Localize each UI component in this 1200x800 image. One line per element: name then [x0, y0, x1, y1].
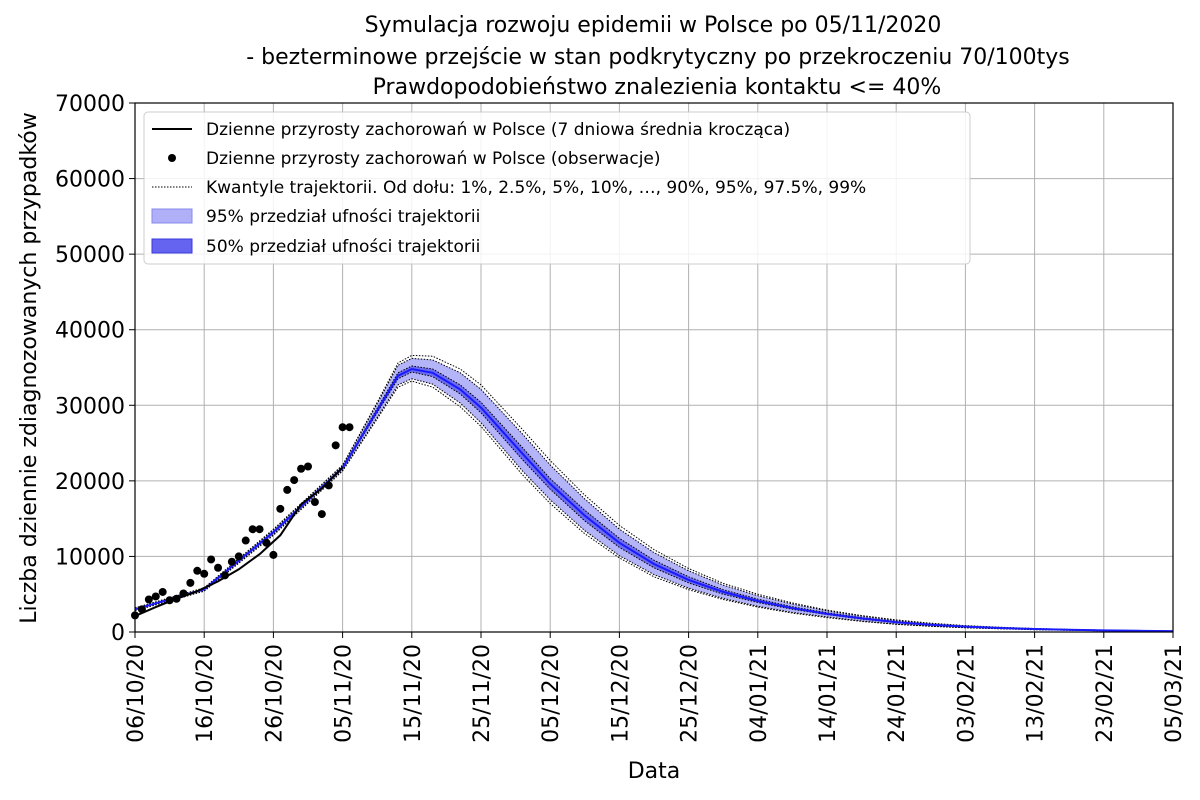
- observation-point: [234, 552, 243, 561]
- x-tick-label: 15/11/20: [401, 644, 426, 743]
- observation-point: [200, 569, 209, 578]
- observation-point: [172, 594, 181, 603]
- observation-points: [131, 423, 354, 620]
- legend-swatch-ci50: [151, 238, 193, 254]
- observation-point: [345, 423, 354, 432]
- y-tick-label: 50000: [55, 243, 125, 268]
- observation-point: [151, 592, 160, 601]
- observation-point: [241, 536, 250, 545]
- legend-label-quantiles: Kwantyle trajektorii. Od dołu: 1%, 2.5%,…: [206, 178, 866, 198]
- plot-frame: [134, 102, 1174, 633]
- observation-point: [304, 462, 312, 471]
- observation-point: [255, 525, 264, 534]
- x-tick-label: 05/12/20: [539, 644, 564, 743]
- observation-point: [269, 550, 278, 559]
- observation-point: [220, 571, 229, 580]
- observation-point: [193, 566, 202, 575]
- median-line: [134, 367, 1174, 633]
- observation-point: [186, 578, 195, 587]
- y-tick-label: 10000: [55, 545, 125, 570]
- chart-title-line-3: Prawdopodobieństwo znalezienia kontaktu …: [373, 75, 942, 100]
- y-axis: 0 10000 20000 30000 40000 50000 60000 70000: [55, 92, 135, 646]
- y-tick-label: 40000: [55, 319, 125, 344]
- observation-point: [317, 510, 326, 519]
- y-tick-label: 70000: [55, 92, 125, 117]
- quantile-line-q25: [134, 371, 1174, 632]
- observation-point: [338, 423, 347, 432]
- x-tick-label: 26/10/20: [262, 644, 287, 743]
- observation-point: [331, 441, 340, 450]
- y-tick-label: 20000: [55, 470, 125, 495]
- x-axis: 06/10/20 16/10/20 26/10/20 05/11/20 15/11/20…: [124, 632, 1187, 743]
- observation-point: [179, 589, 188, 598]
- observation-point: [324, 481, 333, 490]
- observation-point: [207, 555, 216, 564]
- observation-point: [283, 485, 292, 494]
- x-tick-label: 05/03/21: [1162, 644, 1187, 743]
- legend-swatch-observations: [168, 154, 176, 162]
- y-axis-label: Liczba dziennie zdiagnozowanych przypadk…: [17, 112, 42, 624]
- x-tick-label: 16/10/20: [193, 644, 218, 743]
- y-tick-label: 30000: [55, 394, 125, 419]
- legend-label-moving-average: Dzienne przyrosty zachorowań w Polsce (7…: [206, 120, 790, 140]
- legend-label-ci50: 50% przedział ufności trajektorii: [206, 237, 480, 257]
- observation-point: [262, 538, 271, 547]
- observation-point: [297, 464, 306, 473]
- legend-swatch-ci95: [151, 208, 193, 224]
- chart-title-line-2: - bezterminowe przejście w stan podkryty…: [246, 45, 1070, 70]
- x-tick-label: 04/01/21: [747, 644, 772, 743]
- x-axis-label: Data: [628, 759, 681, 784]
- legend-label-ci95: 95% przedział ufności trajektorii: [206, 207, 480, 227]
- x-tick-label: 03/02/21: [954, 644, 979, 743]
- quantile-lines: [134, 354, 1174, 632]
- observation-point: [165, 596, 174, 605]
- x-tick-label: 25/12/20: [678, 644, 703, 743]
- observation-point: [158, 587, 167, 596]
- y-tick-label: 60000: [55, 168, 125, 193]
- x-tick-label: 06/10/20: [124, 644, 149, 743]
- x-tick-label: 23/02/21: [1093, 644, 1118, 743]
- quantile-line-q975: [134, 357, 1174, 632]
- x-tick-label: 14/01/21: [816, 644, 841, 743]
- observation-point: [248, 525, 257, 534]
- x-tick-label: 24/01/21: [885, 644, 910, 743]
- legend-box: [143, 111, 971, 265]
- observation-point: [227, 557, 236, 566]
- observation-point: [310, 498, 319, 507]
- observation-point: [214, 563, 223, 572]
- legend-label-observations: Dzienne przyrosty zachorowań w Polsce (o…: [206, 149, 661, 169]
- median-trajectory: [134, 367, 1174, 633]
- x-tick-label: 13/02/21: [1024, 644, 1049, 743]
- x-tick-label: 15/12/20: [608, 644, 633, 743]
- observation-point: [144, 595, 153, 604]
- observation-point: [276, 504, 285, 513]
- observation-point: [137, 605, 146, 614]
- x-tick-label: 05/11/20: [332, 644, 357, 743]
- x-tick-label: 25/11/20: [470, 644, 495, 743]
- chart-title-line-1: Symulacja rozwoju epidemii w Polsce po 0…: [365, 13, 942, 38]
- observation-point: [290, 476, 299, 485]
- y-tick-label: 0: [111, 621, 125, 646]
- legend: Dzienne przyrosty zachorowań w Polsce (7…: [143, 111, 971, 265]
